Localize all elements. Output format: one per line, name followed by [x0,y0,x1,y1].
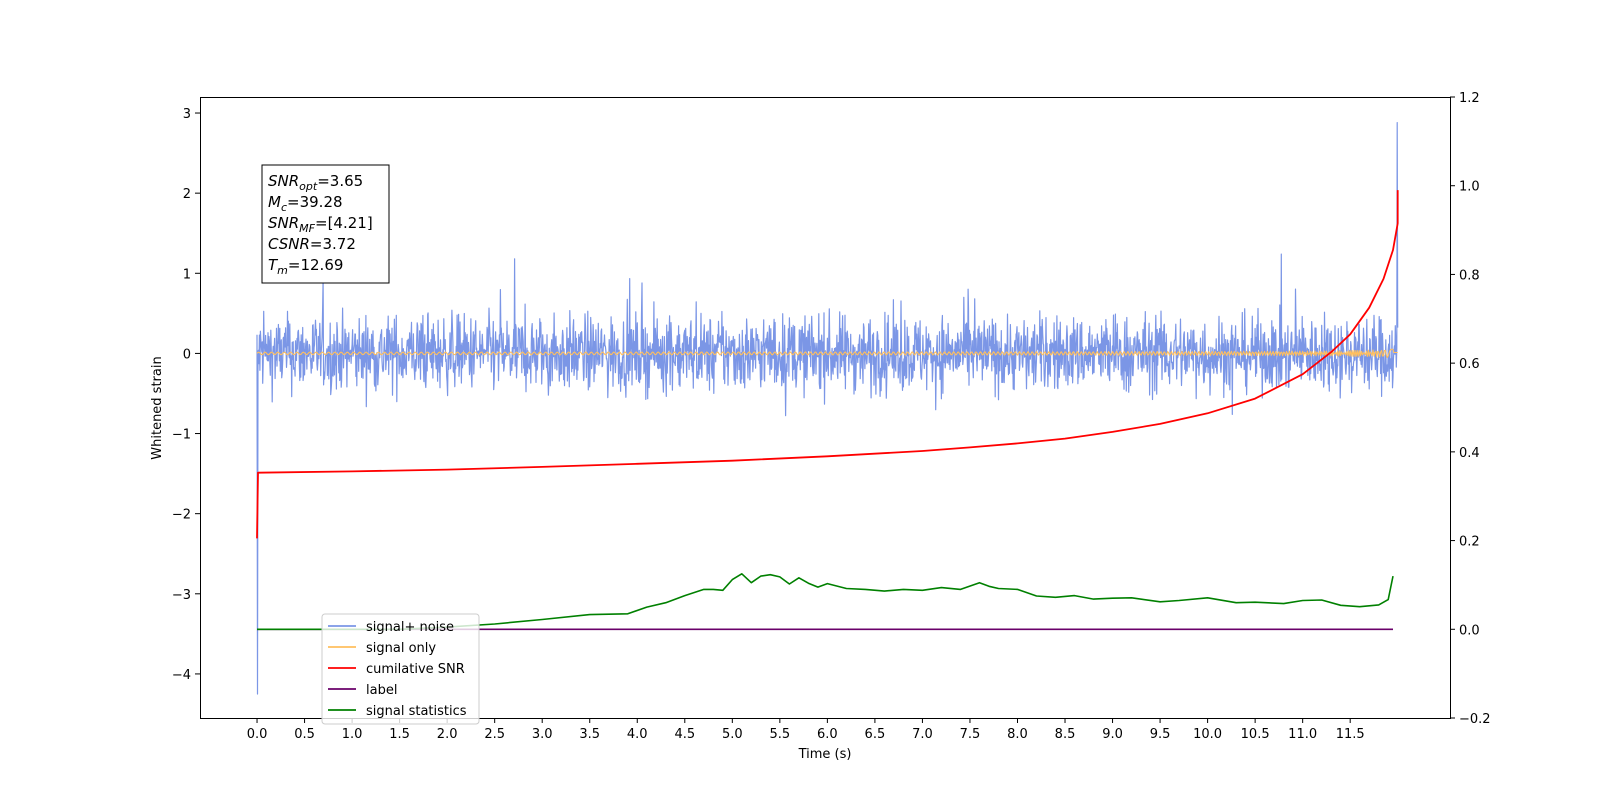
x-tick-label: 8.0 [1007,727,1028,742]
x-tick-label: 6.0 [817,727,838,742]
y2-tick-label: 1.0 [1459,180,1480,195]
plot-frame [200,97,1451,719]
series-cumilative-snr [256,190,1399,539]
y-axis-left: 3 2 1 0 −1 −2 −3 −4 [172,107,200,683]
x-tick-label: 7.5 [960,727,981,742]
x-tick-label: 11.5 [1336,727,1365,742]
x-tick-label: 4.5 [674,727,695,742]
annotation-symbol: CSNR [268,235,310,253]
y2-tick-label: −0.2 [1459,712,1491,727]
x-tick-label: 5.5 [770,727,791,742]
x-tick-label: 8.5 [1055,727,1076,742]
y-axis-title: Whitened strain [150,356,165,459]
x-tick-label: 7.0 [912,727,933,742]
y-tick-label: −1 [172,428,191,443]
x-tick-label: 9.0 [1102,727,1123,742]
x-tick-label: 4.0 [627,727,648,742]
plot-area [256,122,1399,695]
y2-tick-label: 0.4 [1459,446,1480,461]
y2-tick-label: 0.2 [1459,535,1480,550]
x-tick-label: 6.5 [865,727,886,742]
y2-tick-label: 0.8 [1459,268,1480,283]
x-tick-label: 5.0 [722,727,743,742]
y2-tick-label: 1.2 [1459,91,1480,106]
annotation-line: Mc=39.28 [268,193,343,214]
x-tick-label: 2.0 [437,727,458,742]
annotation-symbol: SNR [268,214,299,232]
y-axis-right: 1.2 1.0 0.8 0.6 0.4 0.2 0.0 −0.2 [1450,91,1491,727]
annotation-value: =12.69 [288,256,344,274]
x-tick-label: 1.0 [342,727,363,742]
x-tick-label: 3.0 [532,727,553,742]
y-tick-label: 0 [183,347,191,362]
annotation-box: SNRopt=3.65Mc=39.28SNRMF=[4.21]CSNR=3.72… [261,164,390,284]
legend-entry: signal statistics [366,704,467,719]
x-tick-label: 3.5 [579,727,600,742]
annotation-line: Tm=12.69 [268,256,343,277]
x-tick-label: 0.0 [247,727,268,742]
x-tick-label: 2.5 [484,727,505,742]
legend-frame [321,613,480,725]
y-tick-label: −2 [172,508,191,523]
legend-entry: cumilative SNR [366,662,465,677]
series-signal-noise [256,122,1399,695]
annotation-symbol: T [268,256,279,274]
annotation-line: CSNR=3.72 [268,235,356,253]
annotation-value: =3.72 [310,235,356,253]
annotation-value: =3.65 [317,172,363,190]
y-tick-label: −4 [172,668,191,683]
x-tick-label: 10.5 [1241,727,1270,742]
annotation-subscript: opt [299,180,318,193]
x-tick-label: 1.5 [389,727,410,742]
x-tick-label: 0.5 [294,727,315,742]
annotation-subscript: m [277,264,288,277]
series-signal-only [256,348,1398,359]
annotation-value: =39.28 [287,193,343,211]
x-axis-title: Time (s) [798,747,852,762]
y2-tick-label: 0.6 [1459,357,1480,372]
annotation-line: SNRopt=3.65 [268,172,363,193]
annotation-subscript: MF [299,222,315,235]
y-tick-label: 3 [183,107,191,122]
series-signal-statistics [257,573,1394,631]
y-tick-label: 2 [183,187,191,202]
legend-entry: signal only [366,641,436,656]
x-axis: 0.0 0.5 1.0 1.5 2.0 2.5 3.0 3.5 4.0 4.5 5.0 5.5 6.0 6… [247,718,1365,742]
y-tick-label: −3 [172,588,191,603]
x-tick-label: 10.0 [1193,727,1222,742]
x-tick-label: 11.0 [1288,727,1317,742]
legend-entry: label [366,683,397,698]
legend-entry: signal+ noise [366,620,454,635]
annotation-frame [261,164,390,284]
annotation-subscript: c [281,201,287,214]
annotation-symbol: SNR [268,172,299,190]
annotation-symbol: M [268,193,281,211]
annotation-line: SNRMF=[4.21] [268,214,373,235]
legend: signal+ noise signal only cumilative SNR la… [321,613,480,725]
y-tick-label: 1 [183,267,191,282]
annotation-value: =[4.21] [315,214,373,232]
x-tick-label: 9.5 [1150,727,1171,742]
y2-tick-label: 0.0 [1459,623,1480,638]
